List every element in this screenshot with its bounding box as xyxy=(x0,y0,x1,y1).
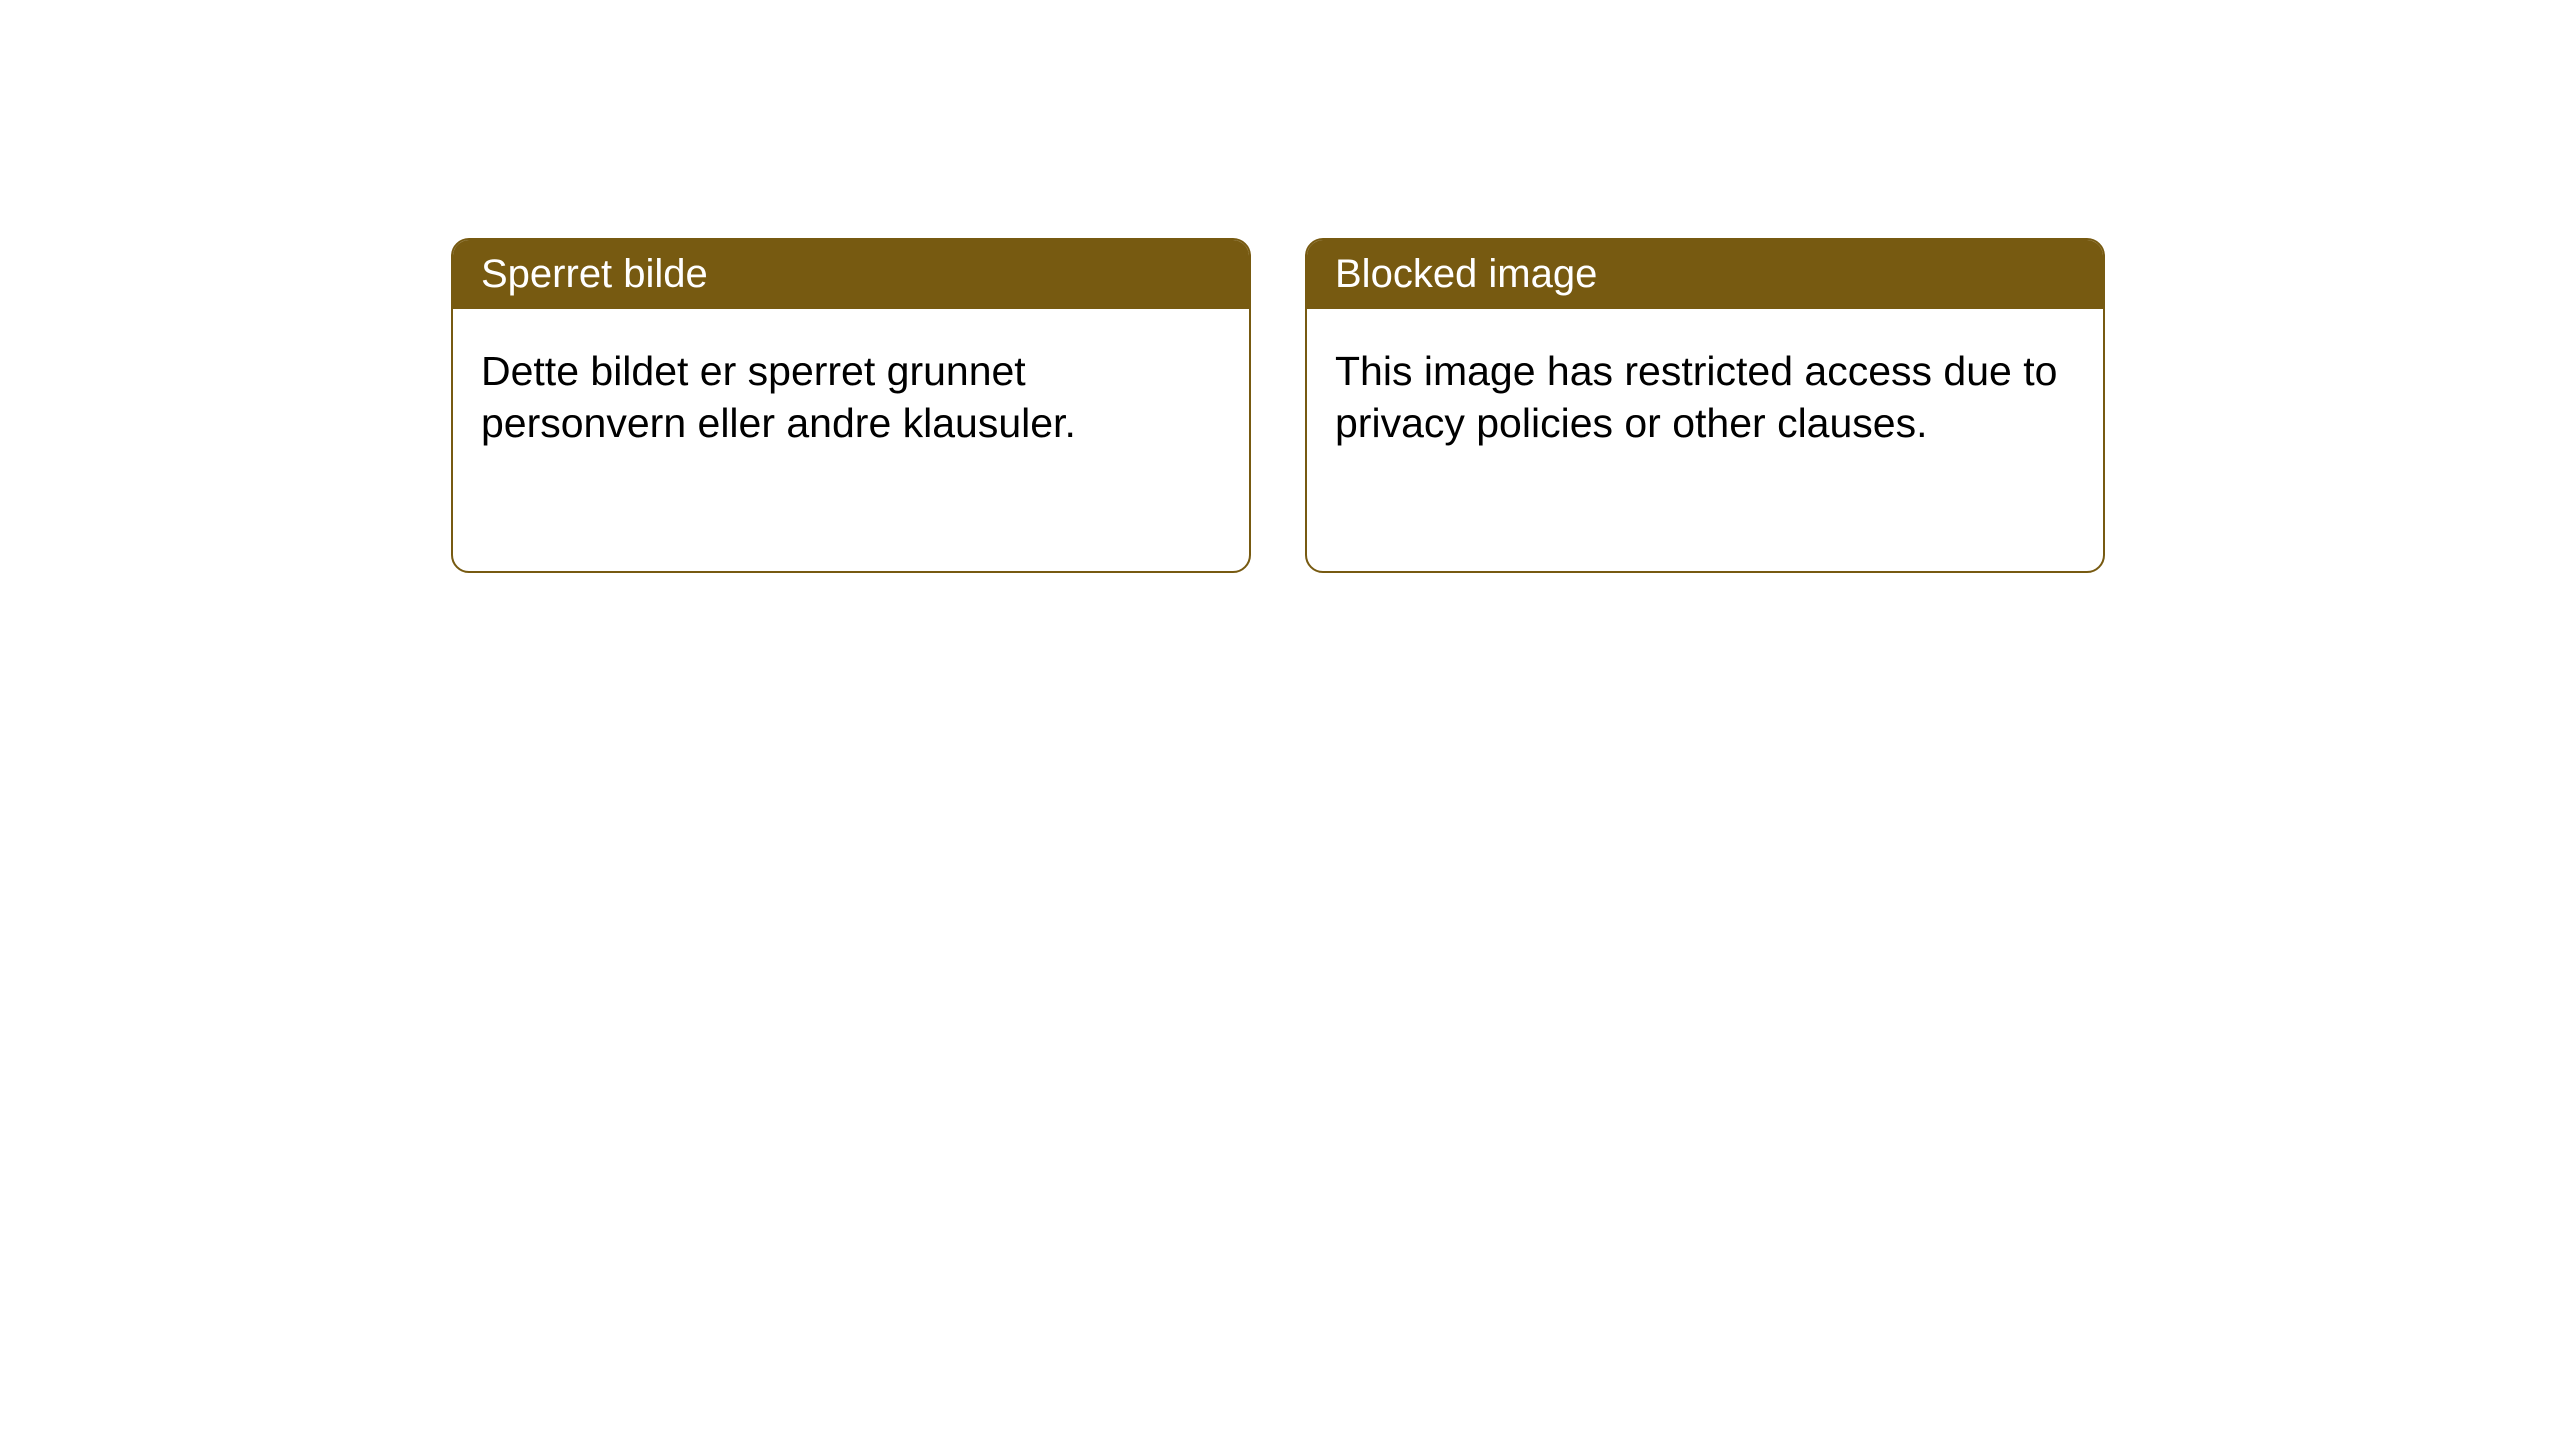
blocked-image-panel-no: Sperret bilde Dette bildet er sperret gr… xyxy=(451,238,1251,573)
panel-title-en: Blocked image xyxy=(1307,240,2103,309)
blocked-image-panel-en: Blocked image This image has restricted … xyxy=(1305,238,2105,573)
notice-container: Sperret bilde Dette bildet er sperret gr… xyxy=(451,238,2105,573)
panel-body-no: Dette bildet er sperret grunnet personve… xyxy=(453,309,1249,485)
panel-title-no: Sperret bilde xyxy=(453,240,1249,309)
panel-body-en: This image has restricted access due to … xyxy=(1307,309,2103,485)
